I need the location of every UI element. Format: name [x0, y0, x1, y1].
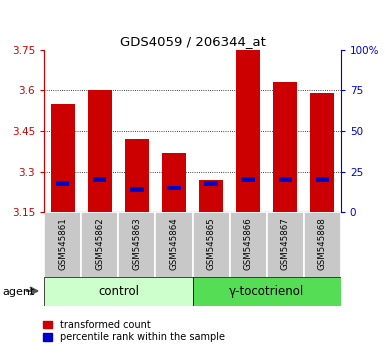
Title: GDS4059 / 206344_at: GDS4059 / 206344_at	[120, 35, 265, 48]
Bar	[316, 177, 329, 182]
FancyBboxPatch shape	[304, 212, 341, 278]
Bar	[241, 177, 255, 182]
Bar	[93, 177, 107, 182]
FancyBboxPatch shape	[81, 212, 119, 278]
Bar	[162, 153, 186, 212]
Bar	[199, 180, 223, 212]
Text: GSM545866: GSM545866	[244, 218, 253, 270]
FancyBboxPatch shape	[156, 212, 192, 278]
Bar	[125, 139, 149, 212]
Text: GSM545864: GSM545864	[169, 218, 179, 270]
Text: GSM545863: GSM545863	[132, 218, 141, 270]
Text: control: control	[98, 285, 139, 298]
Text: GSM545862: GSM545862	[95, 218, 104, 270]
Text: GSM545861: GSM545861	[58, 218, 67, 270]
Legend: transformed count, percentile rank within the sample: transformed count, percentile rank withi…	[44, 320, 225, 342]
FancyBboxPatch shape	[119, 212, 156, 278]
Bar	[130, 187, 144, 192]
Text: γ-tocotrienol: γ-tocotrienol	[229, 285, 304, 298]
Bar	[273, 82, 297, 212]
Text: GSM545865: GSM545865	[206, 218, 216, 270]
Bar	[204, 181, 218, 185]
FancyBboxPatch shape	[44, 212, 81, 278]
Bar	[51, 104, 75, 212]
FancyBboxPatch shape	[44, 277, 192, 306]
Bar	[88, 90, 112, 212]
Bar	[167, 185, 181, 190]
FancyBboxPatch shape	[267, 212, 304, 278]
FancyBboxPatch shape	[192, 212, 229, 278]
Text: GSM545867: GSM545867	[281, 218, 290, 270]
Bar	[310, 93, 334, 212]
FancyBboxPatch shape	[192, 277, 341, 306]
FancyBboxPatch shape	[229, 212, 267, 278]
Text: GSM545868: GSM545868	[318, 218, 327, 270]
Bar	[236, 50, 260, 212]
Bar	[56, 181, 69, 185]
Text: agent: agent	[2, 287, 34, 297]
Bar	[278, 177, 292, 182]
